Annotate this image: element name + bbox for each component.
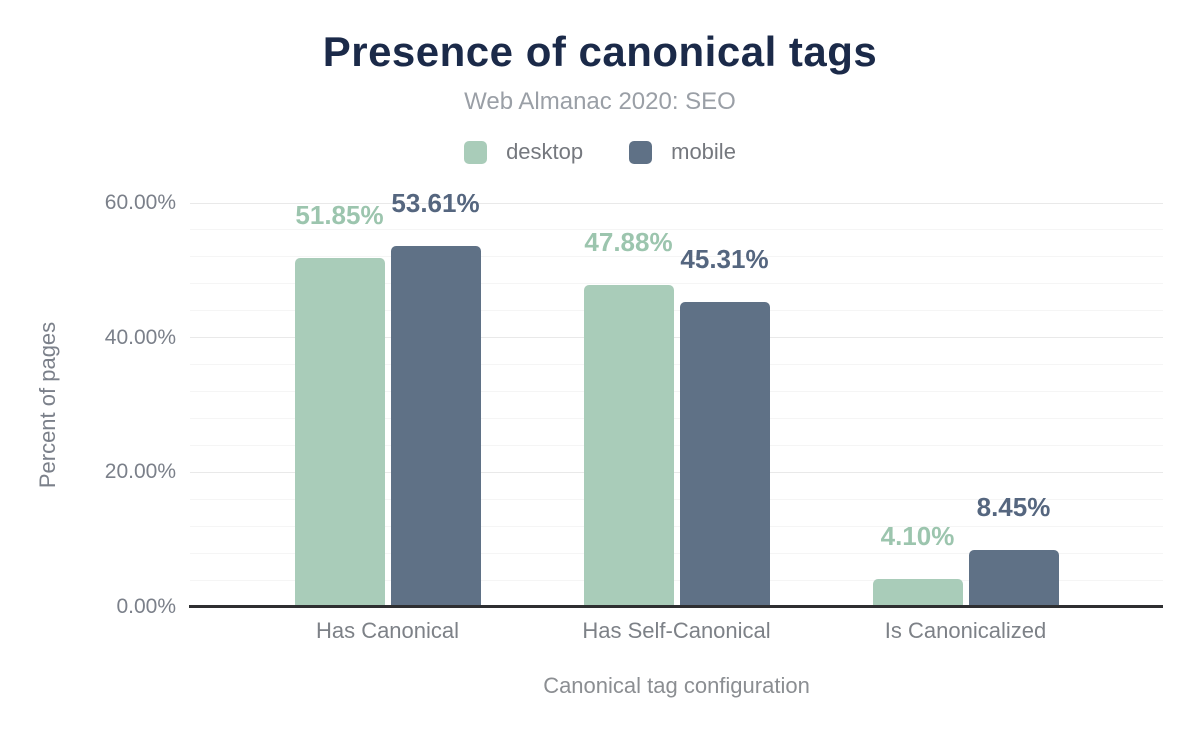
bar-value-label-desktop-3: 4.10% bbox=[880, 521, 955, 552]
legend-item-mobile[interactable]: mobile bbox=[629, 139, 736, 165]
x-axis-title: Canonical tag configuration bbox=[543, 673, 810, 698]
bar-desktop-2[interactable] bbox=[583, 284, 674, 607]
x-axis-line bbox=[189, 605, 1163, 608]
mobile-swatch-icon bbox=[629, 140, 653, 164]
bar-value-label-mobile-1: 53.61% bbox=[391, 188, 480, 219]
chart-subtitle: Web Almanac 2020: SEO bbox=[464, 88, 736, 115]
bar-value-label-mobile-2: 45.31% bbox=[680, 243, 769, 274]
legend-label-mobile: mobile bbox=[671, 139, 736, 164]
y-tick-label: 20.00% bbox=[104, 460, 176, 484]
bar-desktop-3[interactable] bbox=[872, 579, 963, 607]
legend: desktop mobile bbox=[0, 139, 1200, 165]
bar-mobile-3[interactable] bbox=[968, 550, 1059, 607]
bar-mobile-2[interactable] bbox=[679, 301, 770, 607]
y-tick-label: 0.00% bbox=[116, 595, 176, 618]
x-category-label: Has Canonical bbox=[315, 618, 460, 643]
legend-item-desktop[interactable]: desktop bbox=[464, 139, 583, 165]
desktop-swatch-icon bbox=[464, 140, 488, 164]
chart-title: Presence of canonical tags bbox=[322, 28, 878, 75]
legend-label-desktop: desktop bbox=[506, 139, 584, 164]
y-axis-title: Percent of pages bbox=[35, 321, 60, 489]
bar-value-label-desktop-2: 47.88% bbox=[584, 226, 673, 257]
plot-area: Canonical tag configuration 0.00% 20.00% 4… bbox=[105, 188, 1163, 698]
x-category-label: Has Self-Canonical bbox=[582, 618, 771, 643]
y-tick-label: 60.00% bbox=[104, 191, 176, 214]
bar-mobile-1[interactable] bbox=[390, 246, 481, 607]
x-category-label: Is Canonicalized bbox=[884, 618, 1047, 643]
bar-value-label-desktop-1: 51.85% bbox=[295, 199, 384, 230]
bar-value-label-mobile-3: 8.45% bbox=[976, 492, 1051, 523]
y-tick-label: 40.00% bbox=[104, 325, 176, 349]
bar-desktop-1[interactable] bbox=[294, 257, 385, 607]
